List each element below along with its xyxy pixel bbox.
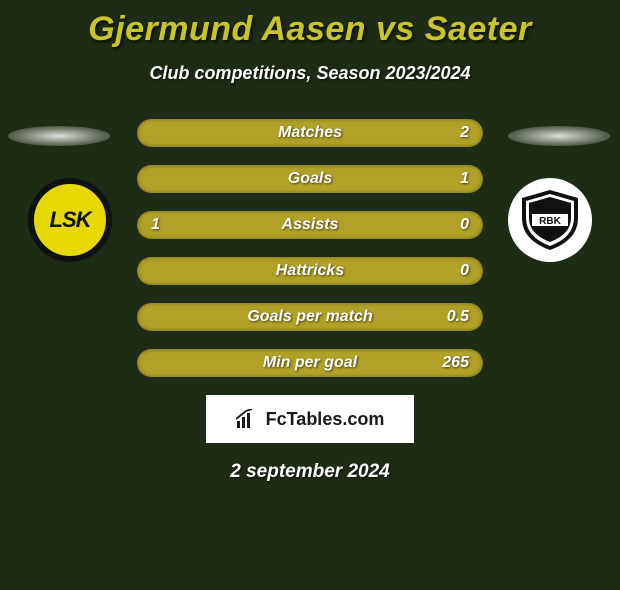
stat-label: Goals: [288, 170, 332, 188]
subtitle: Club competitions, Season 2023/2024: [0, 63, 620, 84]
svg-text:RBK: RBK: [539, 216, 561, 227]
club-badge-right: RBK: [508, 178, 592, 262]
watermark: FcTables.com: [206, 395, 414, 443]
stat-label: Min per goal: [263, 354, 357, 372]
stat-value-right: 0: [439, 262, 469, 280]
stat-label: Goals per match: [247, 308, 372, 326]
watermark-text: FcTables.com: [266, 409, 385, 430]
player-right-shadow: [508, 126, 610, 146]
stat-row: Goals 1: [137, 165, 483, 193]
stat-label: Hattricks: [276, 262, 344, 280]
date-text: 2 september 2024: [0, 461, 620, 483]
stat-value-right: 0: [439, 216, 469, 234]
stat-row: Min per goal 265: [137, 349, 483, 377]
stat-row: Hattricks 0: [137, 257, 483, 285]
player-left-shadow: [8, 126, 110, 146]
stat-value-right: 265: [439, 354, 469, 372]
rbk-shield-icon: RBK: [518, 188, 582, 252]
stat-value-right: 1: [439, 170, 469, 188]
stat-label: Matches: [278, 124, 342, 142]
stat-value-right: 2: [439, 124, 469, 142]
page-title: Gjermund Aasen vs Saeter: [0, 10, 620, 49]
stat-value-left: 1: [151, 216, 181, 234]
stat-row: Goals per match 0.5: [137, 303, 483, 331]
stat-bars: Matches 2 Goals 1 1 Assists 0 Hattricks 0 Goals p…: [137, 114, 483, 377]
stat-row: Matches 2: [137, 119, 483, 147]
club-badge-left: LSK: [28, 178, 112, 262]
club-badge-left-text: LSK: [50, 207, 91, 233]
chart-icon: [236, 409, 260, 429]
stat-value-right: 0.5: [439, 308, 469, 326]
stat-row: 1 Assists 0: [137, 211, 483, 239]
comparison-panel: LSK RBK Matches2Goals11Assists0Hattricks…: [0, 114, 620, 377]
stat-label: Assists: [282, 216, 339, 234]
